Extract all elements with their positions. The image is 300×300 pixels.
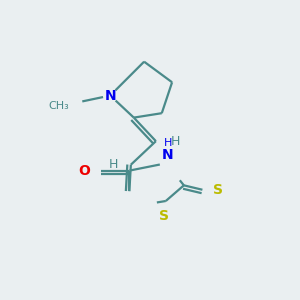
Text: O: O <box>78 164 90 178</box>
Text: H: H <box>171 135 180 148</box>
Text: S: S <box>213 183 223 197</box>
Text: H: H <box>109 158 118 171</box>
Text: N: N <box>104 88 116 103</box>
Text: H: H <box>164 138 172 148</box>
Text: S: S <box>159 209 169 224</box>
Text: N: N <box>162 148 173 162</box>
Text: CH₃: CH₃ <box>48 101 69 111</box>
